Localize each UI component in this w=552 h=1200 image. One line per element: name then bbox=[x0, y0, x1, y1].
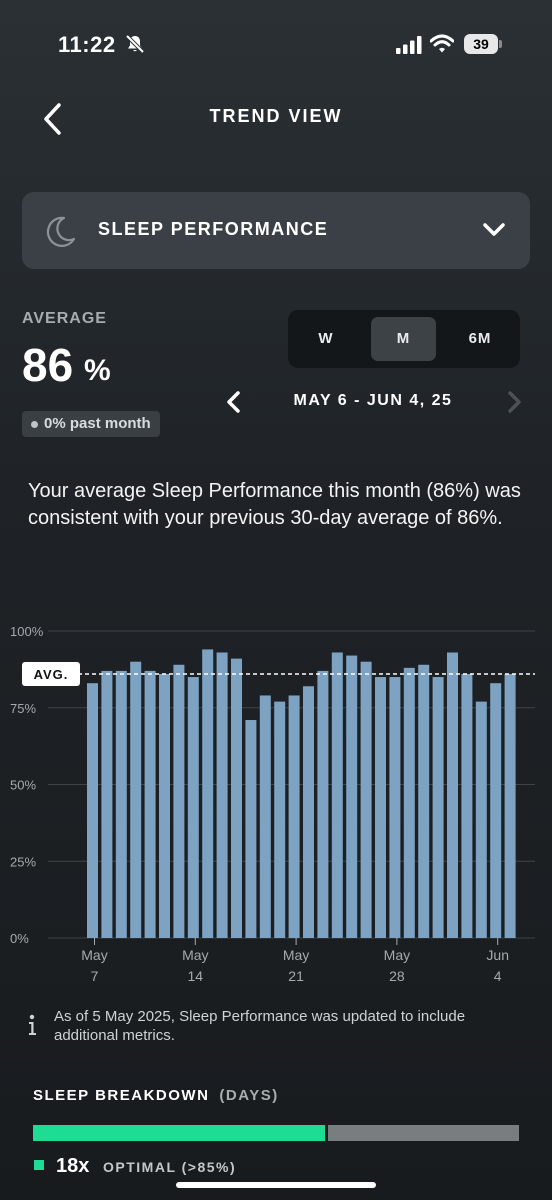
wifi-icon bbox=[430, 34, 454, 53]
bar bbox=[504, 673, 516, 938]
y-tick-label: 0% bbox=[10, 931, 29, 946]
battery-indicator: 39 bbox=[464, 34, 502, 54]
bar bbox=[245, 720, 257, 938]
bar bbox=[259, 695, 271, 938]
bar bbox=[187, 677, 199, 938]
bar bbox=[87, 683, 98, 938]
bar bbox=[274, 701, 286, 938]
change-badge: 0% past month bbox=[22, 411, 160, 437]
tab-six-months[interactable]: 6M bbox=[468, 330, 492, 347]
x-tick-label-day: 7 bbox=[91, 968, 99, 984]
bar bbox=[475, 701, 487, 938]
info-icon bbox=[29, 1014, 36, 1035]
bar bbox=[159, 673, 170, 938]
x-tick-label-month: May bbox=[182, 947, 208, 963]
bar bbox=[418, 664, 430, 938]
breakdown-subtitle: (DAYS) bbox=[219, 1087, 279, 1104]
breakdown-segment-optimal bbox=[33, 1125, 325, 1141]
bar bbox=[432, 677, 444, 938]
info-note: As of 5 May 2025, Sleep Performance was … bbox=[54, 1008, 466, 1044]
bar bbox=[331, 652, 343, 938]
change-dot bbox=[31, 421, 38, 428]
optimal-swatch bbox=[34, 1160, 44, 1170]
sleep-performance-chart: 0% 25% 50% 75% 100% AVG. May 7 May 14 May 21 May 28 Ju… bbox=[10, 624, 535, 984]
range-tabs: W M 6M bbox=[288, 310, 520, 368]
bar bbox=[375, 677, 386, 938]
change-text: 0% past month bbox=[44, 415, 151, 432]
y-tick-label: 50% bbox=[10, 778, 36, 793]
bar bbox=[173, 664, 185, 938]
page-title: TREND VIEW bbox=[209, 106, 343, 126]
bar bbox=[231, 658, 242, 938]
next-period-button[interactable] bbox=[502, 390, 526, 414]
bar bbox=[461, 673, 473, 938]
y-tick-label: 25% bbox=[10, 854, 36, 869]
breakdown-segment-other bbox=[327, 1125, 519, 1141]
optimal-count: 18x bbox=[56, 1155, 90, 1177]
date-range-label: MAY 6 - JUN 4, 25 bbox=[293, 392, 453, 409]
metric-label: SLEEP PERFORMANCE bbox=[98, 219, 329, 239]
bar bbox=[447, 652, 458, 938]
back-button[interactable] bbox=[36, 98, 70, 140]
x-tick-label-day: 21 bbox=[288, 968, 304, 984]
bar bbox=[389, 677, 401, 938]
summary-text: Your average Sleep Performance this mont… bbox=[28, 480, 521, 529]
bar bbox=[288, 695, 300, 938]
bar bbox=[115, 670, 127, 938]
x-tick-label-day: 28 bbox=[389, 968, 405, 984]
tab-month[interactable]: M bbox=[371, 317, 436, 361]
battery-cap bbox=[499, 40, 502, 48]
bar bbox=[360, 661, 372, 938]
tab-week[interactable]: W bbox=[318, 330, 334, 347]
status-time: 11:22 bbox=[58, 32, 116, 57]
metric-selector[interactable]: SLEEP PERFORMANCE bbox=[22, 192, 530, 269]
breakdown-bar bbox=[33, 1125, 519, 1141]
bar bbox=[317, 670, 329, 938]
battery-level: 39 bbox=[464, 34, 498, 54]
bar bbox=[216, 652, 228, 938]
average-label: AVERAGE bbox=[22, 310, 107, 327]
bar bbox=[346, 655, 358, 938]
x-tick-label-month: May bbox=[283, 947, 309, 963]
bar bbox=[303, 686, 314, 938]
x-tick-label-month: May bbox=[384, 947, 410, 963]
x-tick-label-day: 4 bbox=[494, 968, 502, 984]
x-tick-label-day: 14 bbox=[188, 968, 204, 984]
bar bbox=[130, 661, 142, 938]
bar bbox=[144, 670, 156, 938]
optimal-label: OPTIMAL (>85%) bbox=[103, 1159, 237, 1175]
breakdown-title-text: SLEEP BREAKDOWN bbox=[33, 1087, 210, 1104]
chevron-down-icon[interactable] bbox=[482, 220, 506, 240]
x-tick-label-month: May bbox=[81, 947, 107, 963]
y-tick-label: 75% bbox=[10, 701, 36, 716]
average-badge-label: AVG. bbox=[34, 667, 69, 682]
breakdown-title: SLEEP BREAKDOWN (DAYS) bbox=[33, 1087, 279, 1104]
home-indicator[interactable] bbox=[176, 1182, 376, 1188]
y-tick-label: 100% bbox=[10, 624, 44, 639]
average-badge bbox=[22, 661, 80, 686]
bar bbox=[101, 670, 113, 938]
moon-icon bbox=[46, 216, 76, 247]
bell-muted-icon bbox=[125, 34, 145, 54]
x-tick-label-month: Jun bbox=[486, 947, 509, 963]
previous-period-button[interactable] bbox=[222, 390, 246, 414]
cellular-signal-icon bbox=[396, 36, 422, 54]
bar bbox=[490, 683, 502, 938]
average-unit: % bbox=[84, 354, 111, 387]
average-value: 86 bbox=[22, 339, 74, 391]
bar bbox=[403, 667, 415, 938]
bar bbox=[202, 649, 214, 938]
